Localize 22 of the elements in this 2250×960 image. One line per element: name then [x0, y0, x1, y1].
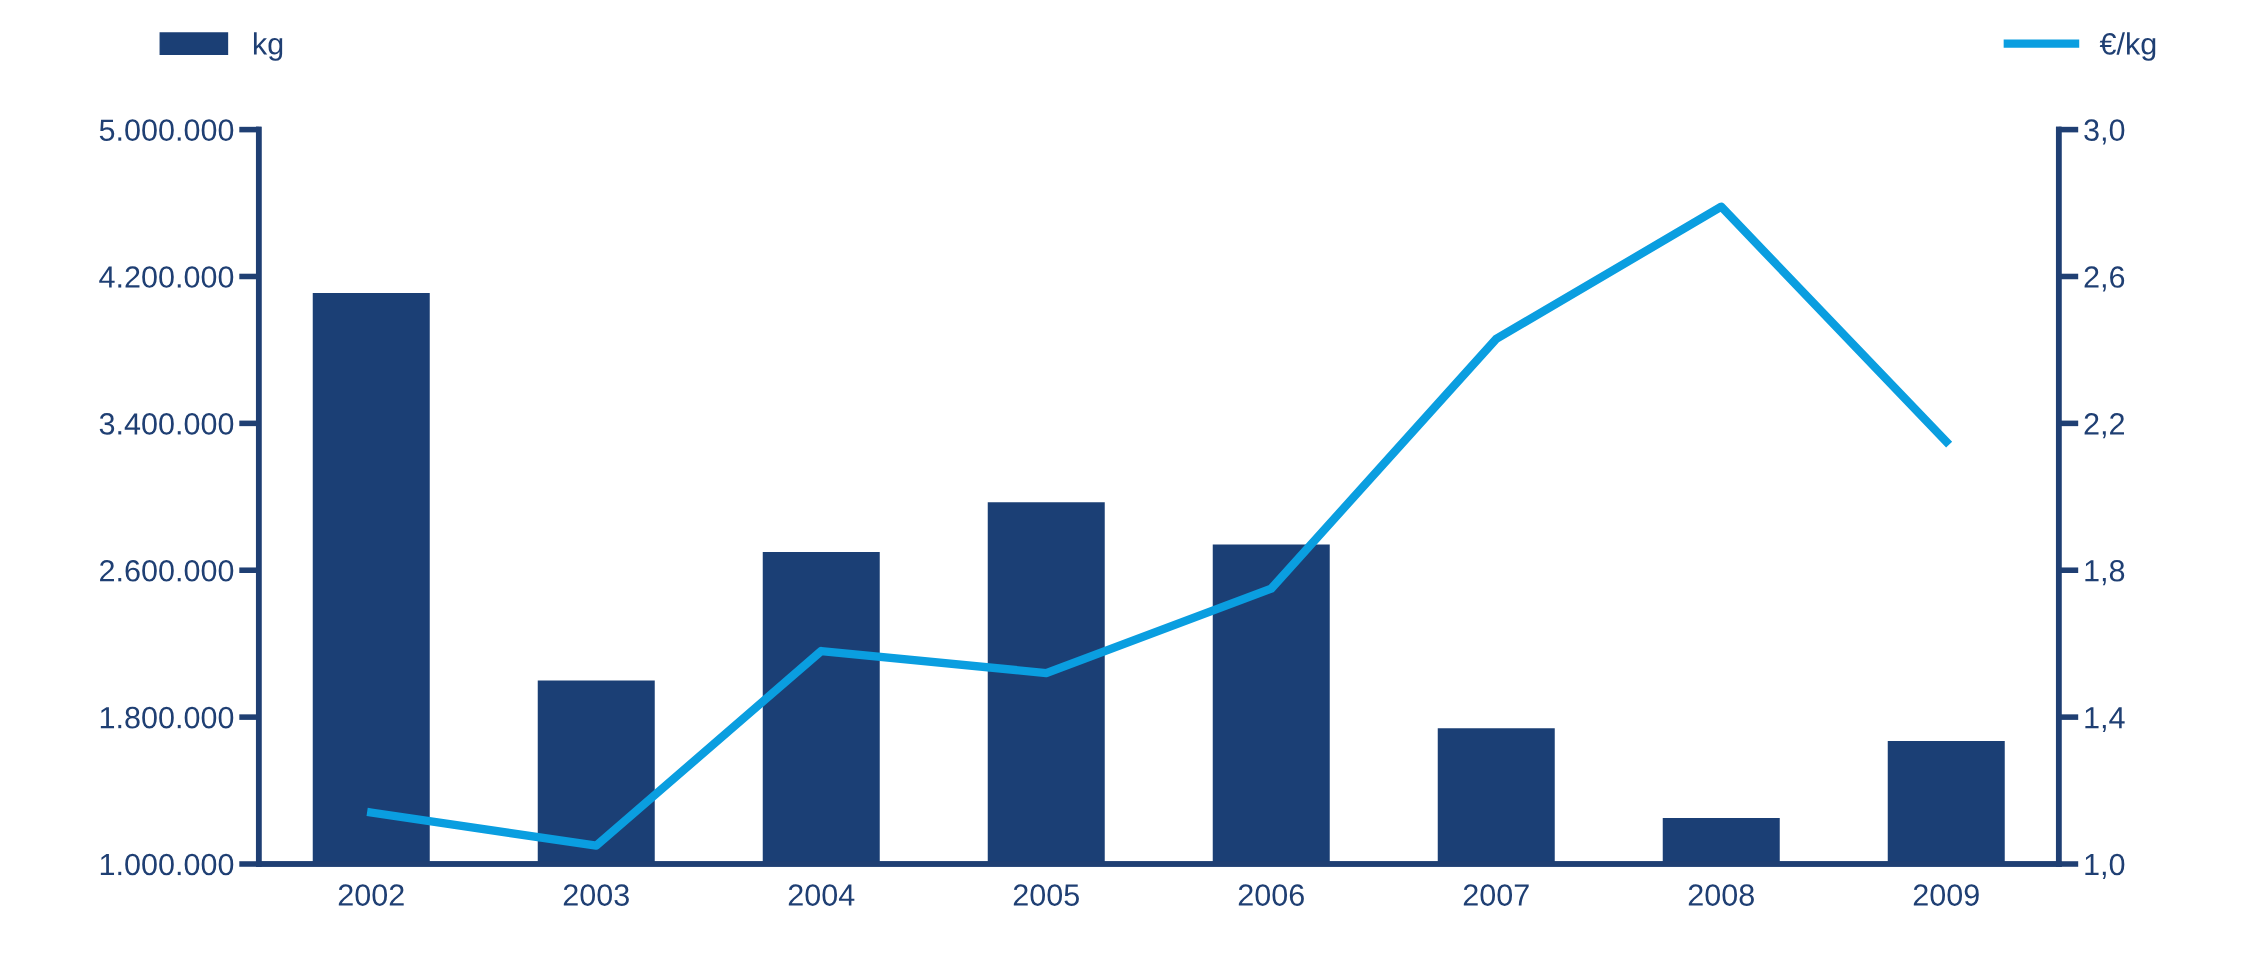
y-tick-label: 5.000.000: [99, 119, 234, 141]
x-tick-label: 2008: [1688, 884, 1754, 906]
y-tick-label: 1.000.000: [100, 853, 234, 876]
x-tick-label: 2003: [563, 884, 629, 906]
y2-tick-label: 1,8: [2085, 559, 2125, 586]
y2-tick-label: 3,0: [2084, 119, 2125, 145]
y2-tick-label: 1,0: [2085, 853, 2125, 879]
y2-tick-label: 1,4: [2085, 707, 2125, 733]
y-tick-label: 2.600.000: [100, 559, 234, 582]
x-tick-label: 2006: [1238, 884, 1304, 906]
y-tick-label: 4.200.000: [99, 266, 234, 288]
x-tick-label: 2007: [1463, 884, 1529, 906]
legend-label: kg: [253, 32, 283, 61]
y-tick-label: 3.400.000: [99, 413, 234, 435]
x-tick-label: 2009: [1913, 884, 1979, 906]
y2-tick-label: 2,6: [2084, 266, 2125, 292]
x-tick-label: 2005: [1013, 884, 1079, 906]
x-tick-label: 2004: [788, 884, 855, 906]
x-tick-label: 2002: [338, 884, 404, 906]
y2-tick-label: 2,2: [2084, 413, 2124, 439]
y-tick-label: 1.800.000: [100, 706, 234, 729]
legend-label: €/kg: [2099, 32, 2156, 61]
